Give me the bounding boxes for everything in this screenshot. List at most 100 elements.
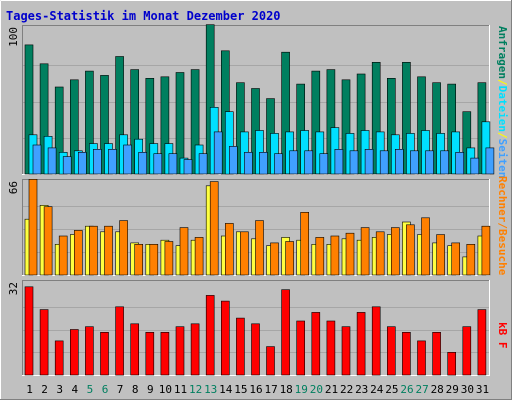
bar-seiten-day-4 xyxy=(78,152,87,175)
x-tick-label: 1 xyxy=(26,383,33,396)
bar-besuche-day-1 xyxy=(28,179,38,276)
bar-seiten-day-27 xyxy=(425,150,434,175)
bar-kb-f-day-12 xyxy=(190,323,200,376)
bar-seiten-day-18 xyxy=(289,150,298,175)
x-tick-label: 8 xyxy=(132,383,139,396)
y-axis-max-label: 32 xyxy=(7,282,20,295)
bar-kb-f-day-11 xyxy=(175,326,185,376)
bar-kb-f-day-4 xyxy=(70,329,79,376)
x-axis-labels: 1 2 3 4 5 6 7 8 9 10 11 12 13 14 15 16 17 18 19 20 21 22 23 24 2… xyxy=(26,383,489,396)
legend-slash-2: / xyxy=(496,132,509,139)
bar-kb-f-day-3 xyxy=(54,340,64,376)
bar-kb-f-day-17 xyxy=(266,346,275,376)
bar-seiten-day-20 xyxy=(319,153,329,175)
bar-besuche-day-24 xyxy=(375,231,385,276)
bar-kb-f-day-9 xyxy=(145,331,155,376)
x-tick-label: 11 xyxy=(174,383,187,396)
bar-kb-f-day-1 xyxy=(24,286,34,376)
bar-kb-f-day-2 xyxy=(39,309,49,376)
x-tick-label: 4 xyxy=(71,383,78,396)
legend-dateien: Dateien xyxy=(496,86,509,132)
bar-besuche-day-9 xyxy=(149,244,159,276)
bar-kb-f-day-7 xyxy=(115,306,124,376)
bar-besuche-day-16 xyxy=(255,220,264,276)
bar-kb-f-day-30 xyxy=(462,326,472,376)
bar-kb-f-day-25 xyxy=(386,326,396,376)
bar-besuche-day-14 xyxy=(225,223,234,276)
x-tick-label: 25 xyxy=(385,383,398,396)
bar-kb-f-day-31 xyxy=(477,309,487,376)
x-tick-label: 27 xyxy=(415,383,428,396)
bar-kb-f-day-24 xyxy=(371,306,381,376)
bar-besuche-day-10 xyxy=(164,241,174,276)
bar-besuche-day-3 xyxy=(58,235,68,276)
bar-besuche-day-17 xyxy=(270,242,279,276)
bar-seiten-day-10 xyxy=(168,153,178,175)
bar-besuche-day-28 xyxy=(436,234,445,276)
bar-besuche-day-22 xyxy=(345,232,355,276)
bar-seiten-day-6 xyxy=(108,149,117,175)
bar-besuche-day-31 xyxy=(481,225,491,276)
x-tick-label: 13 xyxy=(204,383,217,396)
bar-seiten-day-9 xyxy=(153,153,163,175)
bar-seiten-day-15 xyxy=(244,152,253,175)
bar-seiten-day-7 xyxy=(123,144,132,175)
legend-besuche: Besuche xyxy=(496,229,509,276)
x-tick-label: 16 xyxy=(249,383,262,396)
bar-besuche-day-30 xyxy=(466,244,476,276)
bar-kb-f-day-14 xyxy=(221,300,230,376)
x-tick-label: 24 xyxy=(370,383,384,396)
x-tick-label: 20 xyxy=(310,383,323,396)
bar-seiten-day-30 xyxy=(470,157,480,175)
x-tick-label: 15 xyxy=(234,383,247,396)
legend-kb-label: kB F xyxy=(496,322,509,349)
bar-seiten-day-11 xyxy=(183,159,193,175)
x-tick-label: 21 xyxy=(325,383,338,396)
bar-seiten-day-22 xyxy=(349,150,359,175)
svg-text:Anfragen/Dateien/Seiten: Anfragen/Dateien/Seiten xyxy=(496,26,509,178)
bar-seiten-day-17 xyxy=(274,153,283,175)
x-tick-label: 6 xyxy=(102,383,109,396)
bar-seiten-day-13 xyxy=(213,131,223,175)
bar-seiten-day-16 xyxy=(259,152,268,175)
y-axis-max-label: 100 xyxy=(7,27,20,47)
x-tick-label: 3 xyxy=(56,383,63,396)
x-tick-label: 17 xyxy=(264,383,277,396)
x-tick-label: 10 xyxy=(159,383,172,396)
legend-slash-3: / xyxy=(496,222,509,229)
x-tick-label: 22 xyxy=(340,383,353,396)
bar-besuche-day-23 xyxy=(360,227,370,276)
bar-kb-f-day-10 xyxy=(160,331,170,376)
bar-seiten-day-1 xyxy=(32,144,42,175)
bar-seiten-day-8 xyxy=(138,152,147,175)
bar-seiten-day-24 xyxy=(379,150,389,175)
bar-seiten-day-12 xyxy=(198,153,208,175)
bar-seiten-day-21 xyxy=(334,149,344,175)
bar-seiten-day-25 xyxy=(394,149,404,175)
bar-kb-f-day-26 xyxy=(402,331,411,376)
x-tick-label: 29 xyxy=(446,383,459,396)
bar-seiten-day-3 xyxy=(62,156,72,175)
bar-kb-f-day-8 xyxy=(130,323,139,376)
bar-besuche-day-21 xyxy=(330,235,340,276)
bar-seiten-day-5 xyxy=(93,149,102,175)
bar-seiten-day-2 xyxy=(47,147,57,175)
bar-kb-f-day-19 xyxy=(296,320,306,376)
x-tick-label: 5 xyxy=(87,383,94,396)
bar-kb-f-day-15 xyxy=(236,317,245,376)
bar-seiten-day-19 xyxy=(304,150,314,175)
bar-seiten-day-31 xyxy=(485,147,495,175)
legend-visits: Rechner/Besuche xyxy=(496,176,509,276)
bar-besuche-day-20 xyxy=(315,237,325,276)
bar-besuche-day-5 xyxy=(89,225,98,276)
bar-besuche-day-19 xyxy=(300,212,310,276)
bar-kb-f-day-5 xyxy=(85,326,94,376)
x-tick-label: 12 xyxy=(189,383,202,396)
bar-besuche-day-7 xyxy=(119,220,128,276)
x-tick-label: 31 xyxy=(476,383,489,396)
y-axis-max-label: 66 xyxy=(7,181,20,194)
bar-kb-f-day-22 xyxy=(341,326,351,376)
x-tick-label: 28 xyxy=(431,383,444,396)
bar-besuche-day-29 xyxy=(451,242,461,276)
bar-besuche-day-18 xyxy=(285,241,294,276)
